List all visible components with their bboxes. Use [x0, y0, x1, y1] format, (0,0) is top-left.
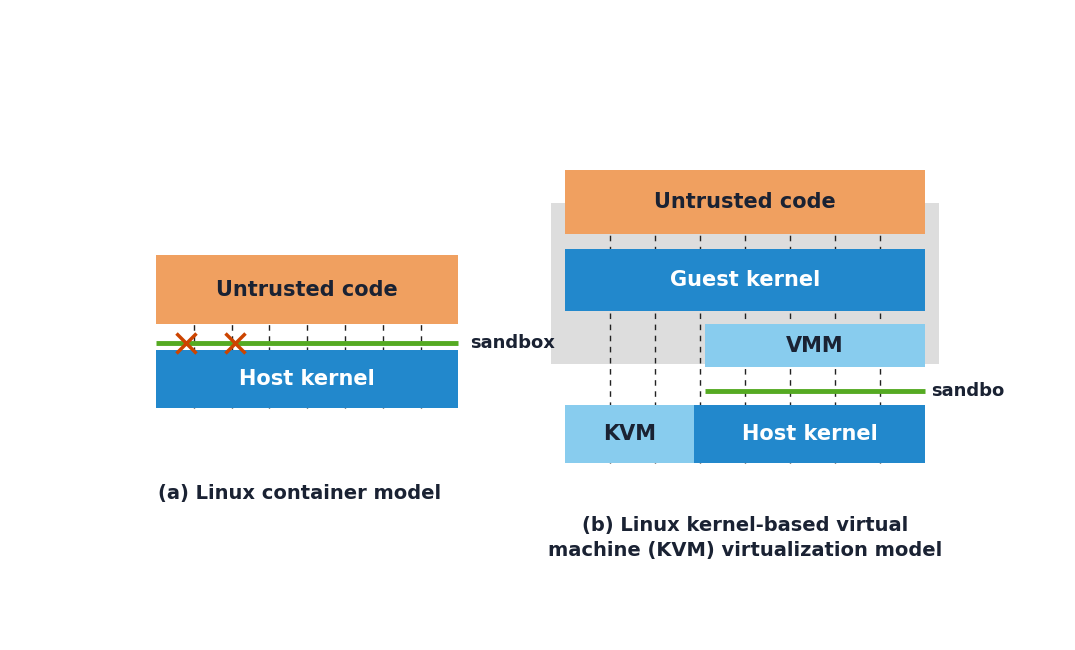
- FancyBboxPatch shape: [694, 405, 924, 463]
- Text: sandbo: sandbo: [931, 382, 1004, 400]
- FancyBboxPatch shape: [550, 203, 938, 365]
- FancyBboxPatch shape: [156, 255, 458, 324]
- FancyBboxPatch shape: [564, 170, 924, 233]
- Text: (a) Linux container model: (a) Linux container model: [158, 484, 441, 503]
- Text: KVM: KVM: [603, 424, 656, 444]
- Text: (b) Linux kernel-based virtual
machine (KVM) virtualization model: (b) Linux kernel-based virtual machine (…: [547, 517, 942, 560]
- FancyBboxPatch shape: [156, 350, 458, 408]
- FancyBboxPatch shape: [705, 324, 924, 367]
- Text: Untrusted code: Untrusted code: [216, 280, 398, 300]
- Text: VMM: VMM: [786, 335, 844, 356]
- Text: Host kernel: Host kernel: [742, 424, 877, 444]
- Text: Untrusted code: Untrusted code: [654, 192, 835, 212]
- FancyBboxPatch shape: [564, 249, 924, 311]
- Text: Guest kernel: Guest kernel: [670, 270, 820, 290]
- Text: sandbox: sandbox: [470, 334, 555, 352]
- FancyBboxPatch shape: [564, 405, 694, 463]
- Text: Host kernel: Host kernel: [240, 369, 375, 389]
